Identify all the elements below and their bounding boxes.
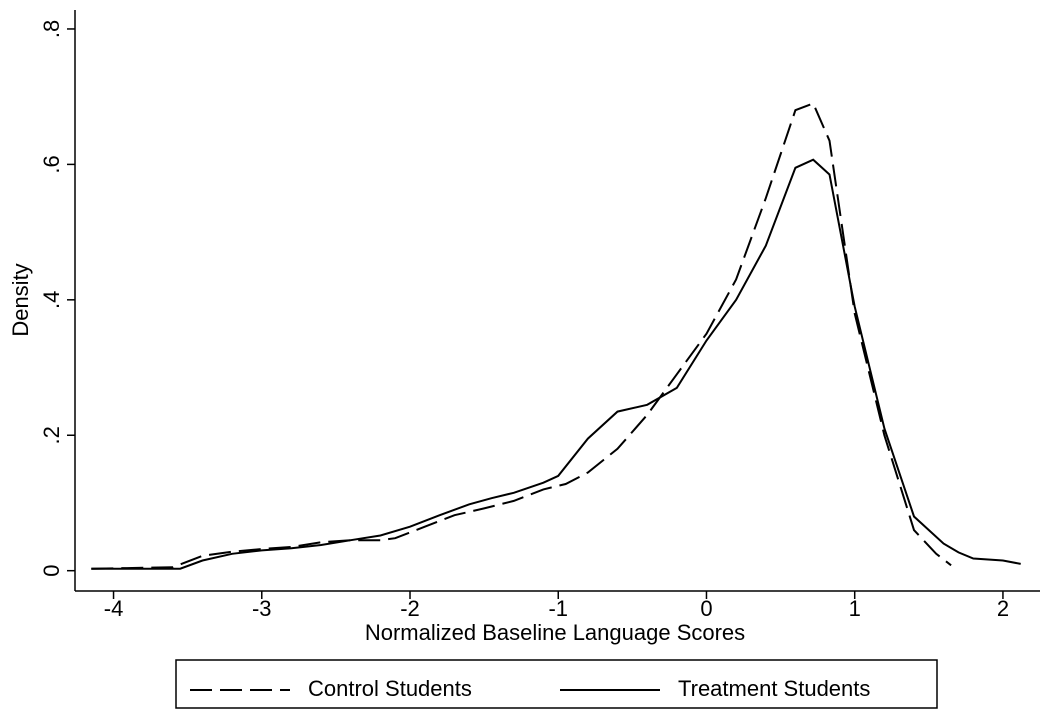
x-tick-label: 2 xyxy=(997,596,1009,621)
y-tick-label: .8 xyxy=(39,20,64,38)
x-tick-label: -2 xyxy=(400,596,420,621)
legend-label: Treatment Students xyxy=(678,676,870,701)
y-tick-label: .4 xyxy=(39,291,64,309)
legend-box xyxy=(175,659,938,709)
x-tick-label: 0 xyxy=(700,596,712,621)
x-axis-label: Normalized Baseline Language Scores xyxy=(365,620,745,645)
y-tick-label: 0 xyxy=(39,565,64,577)
y-tick-label: .2 xyxy=(39,426,64,444)
x-tick-label: -3 xyxy=(252,596,272,621)
data-line xyxy=(91,158,1021,570)
x-tick-label: 1 xyxy=(849,596,861,621)
y-tick-label: .6 xyxy=(39,155,64,173)
x-tick-label: -1 xyxy=(548,596,568,621)
data-line xyxy=(91,102,952,570)
legend-label: Control Students xyxy=(308,676,472,701)
x-tick-label: -4 xyxy=(104,596,124,621)
y-axis-label: Density xyxy=(8,263,33,336)
